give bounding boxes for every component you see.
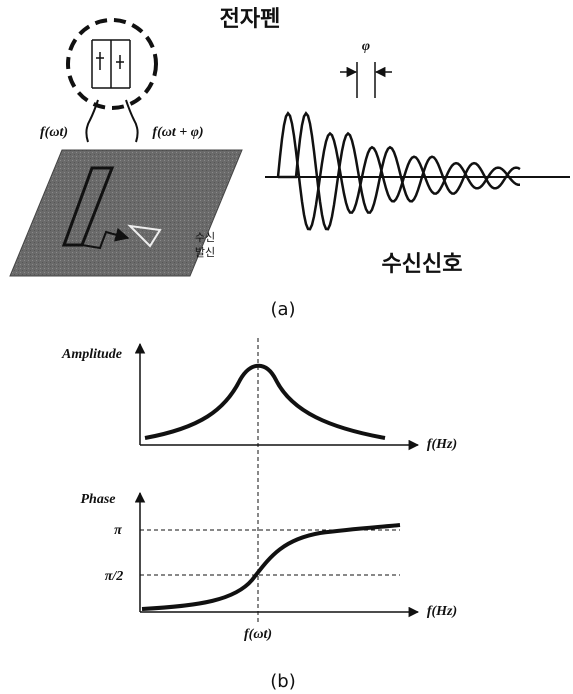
caption-b: (b) xyxy=(270,671,295,692)
amplitude-plot: Amplitude f(Hz) xyxy=(61,344,457,452)
center-label: f(ωt) xyxy=(244,627,272,642)
tick-label: π xyxy=(114,523,122,538)
tick-label: π/2 xyxy=(105,569,124,584)
received-waves: φ 수신신호 xyxy=(265,39,570,277)
x-label: f(Hz) xyxy=(427,437,457,452)
signal-left: f(ωt) xyxy=(40,125,68,140)
pen-diagram: f(ωt) f(ωt + φ) 전자펜 수신 발신 xyxy=(10,7,280,276)
receive-label: 수신 xyxy=(195,231,215,244)
y-label: Amplitude xyxy=(61,347,122,362)
phase-plot: Phase π π/2 f(Hz) f(ωt) xyxy=(81,492,458,642)
received-signal-label: 수신신호 xyxy=(382,252,463,277)
phase-symbol: φ xyxy=(362,39,370,54)
caption-a: (a) xyxy=(270,299,295,320)
signal-right: f(ωt + φ) xyxy=(152,125,203,140)
pen-label: 전자펜 xyxy=(220,7,281,32)
x-label: f(Hz) xyxy=(427,604,457,619)
figure: f(ωt) f(ωt + φ) 전자펜 수신 발신 φ 수신신호 (a) Amp… xyxy=(0,0,573,694)
y-label: Phase xyxy=(81,492,116,507)
transmit-label: 발신 xyxy=(195,246,215,259)
